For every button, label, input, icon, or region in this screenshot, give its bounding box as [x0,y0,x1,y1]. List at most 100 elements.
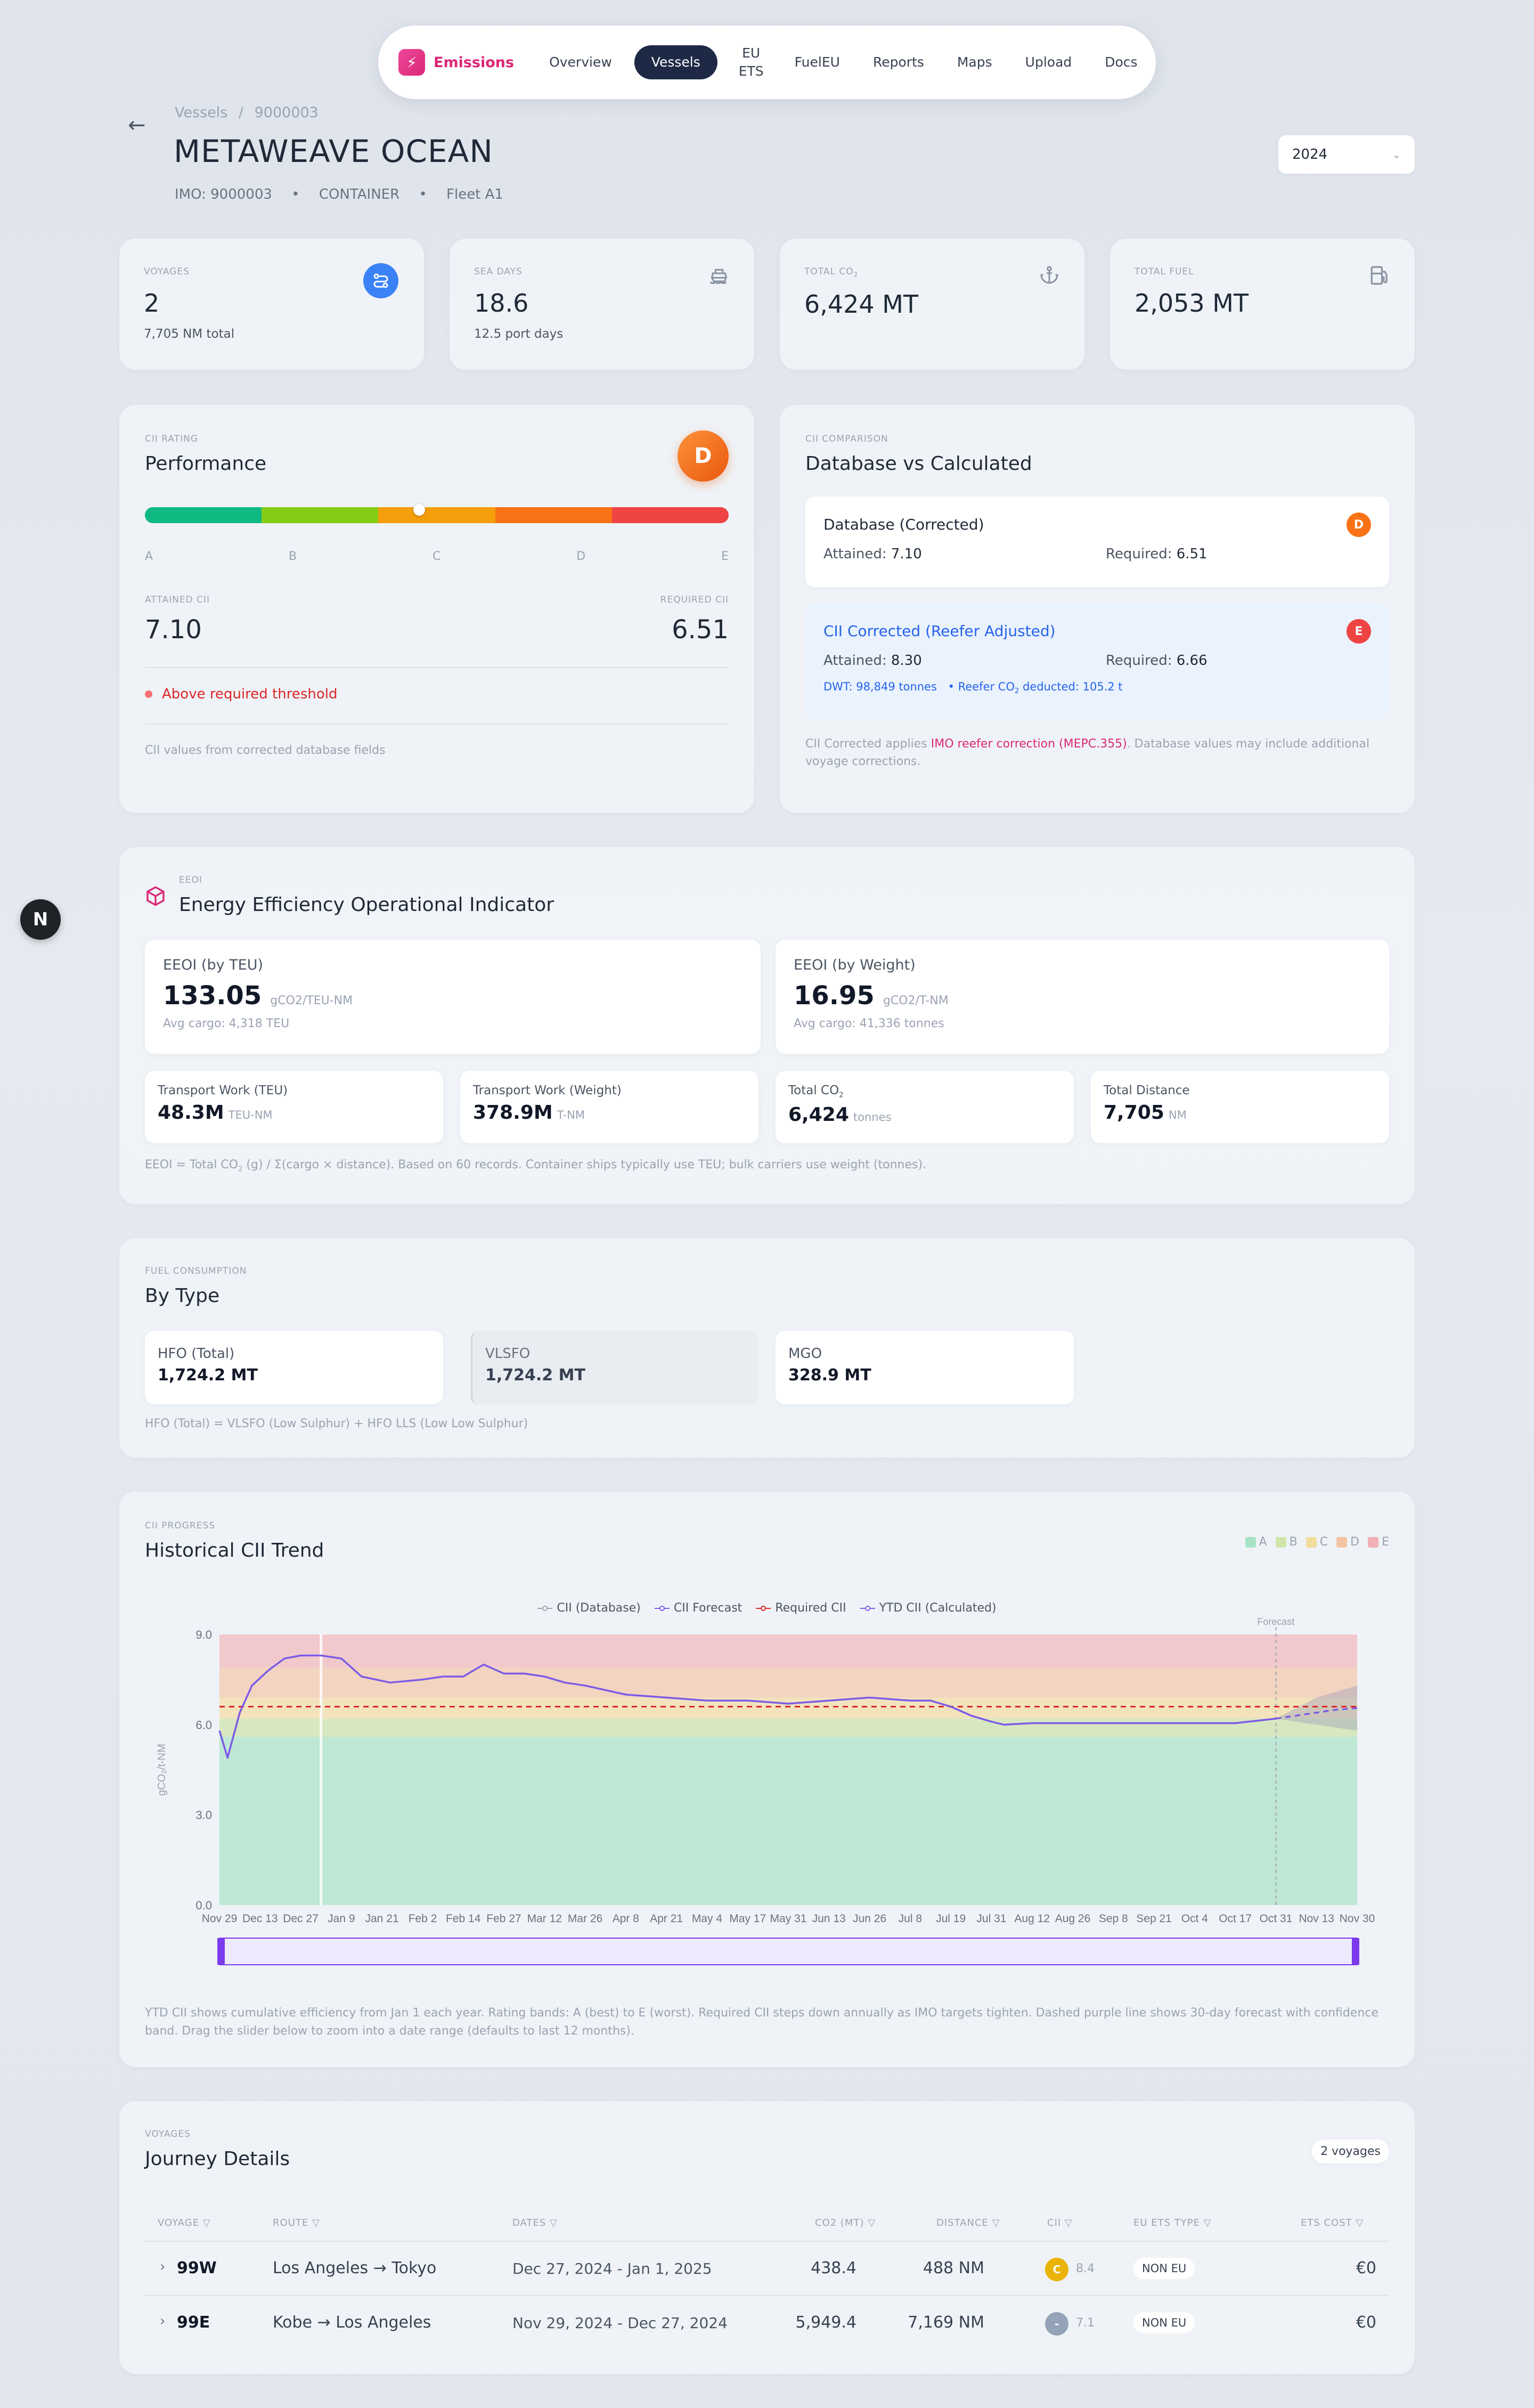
legend-swatch-e [1368,1536,1379,1548]
divider [145,667,729,668]
voyage-count-badge: 2 voyages [1312,2139,1389,2163]
filter-icon[interactable]: ▽ [1356,2217,1364,2228]
legend-cii-forecast[interactable]: CII Forecast [654,1601,742,1615]
stat-label-text: TOTAL CO [804,266,854,277]
top-nav: ⚡ Emissions Overview Vessels EU ETS Fuel… [378,26,1156,99]
col-route[interactable]: ROUTE ▽ [273,2217,320,2228]
filter-icon[interactable]: ▽ [202,2217,211,2228]
voyage-dates: Dec 27, 2024 - Jan 1, 2025 [512,2260,712,2277]
table-row[interactable]: › 99W Los Angeles → Tokyo Dec 27, 2024 -… [145,2241,1389,2295]
x-tick-label: Mar 26 [568,1913,602,1925]
legend-swatch-b [1275,1536,1286,1548]
filter-icon[interactable]: ▽ [550,2217,558,2228]
filter-icon[interactable]: ▽ [992,2217,1000,2228]
nav-reports[interactable]: Reports [872,54,924,70]
tile-value-row: 7,705 NM [1104,1102,1376,1124]
legend-swatch-c [1305,1536,1317,1548]
x-tick-label: Mar 12 [527,1913,562,1925]
filter-icon[interactable]: ▽ [1203,2217,1212,2228]
back-arrow-icon[interactable]: ← [128,113,146,137]
eeoi-teu-unit: gCO2/TEU-NM [270,994,353,1007]
rating-segment-a [145,507,262,523]
x-tick-label: Dec 27 [283,1913,319,1925]
x-tick-label: Jan 9 [328,1913,355,1925]
nav-vessels[interactable]: Vessels [634,45,717,79]
tile-label-text: Total CO [788,1084,839,1097]
rating-band-b [219,1719,1357,1737]
floating-badge[interactable]: N [20,899,61,940]
fuel-title: By Type [145,1285,220,1307]
tile-label: Transport Work (TEU) [158,1084,288,1097]
col-co2[interactable]: CO2 (MT) ▽ [815,2217,876,2228]
x-tick-label: Jul 8 [899,1913,922,1925]
comparison-note: CII Corrected applies IMO reefer correct… [805,735,1389,770]
nav-maps[interactable]: Maps [957,54,992,70]
fuel-tile-vlsfo: VLSFO 1,724.2 MT [471,1331,758,1404]
rating-band-d [219,1667,1357,1698]
brand[interactable]: ⚡ Emissions [398,49,514,76]
tile-value: 378.9M [473,1102,553,1124]
voyages-card: VOYAGES Journey Details 2 voyages VOYAGE… [119,2101,1415,2374]
eeoi-card: EEOI Energy Efficiency Operational Indic… [119,847,1415,1204]
database-cii-values: Attained: 7.10 Required: 6.51 [823,546,1371,562]
legend-required-cii[interactable]: Required CII [756,1601,846,1615]
voyage-co2: 5,949.4 [795,2313,856,2332]
x-tick-label: Jul 19 [936,1913,966,1925]
col-voyage[interactable]: VOYAGE ▽ [158,2217,211,2228]
reefer-text: • Reefer CO [948,680,1015,693]
attained-label: Attained: [823,546,887,562]
fuel-tile-label: VLSFO [485,1346,531,1362]
nav-docs[interactable]: Docs [1105,54,1138,70]
stat-label: SEA DAYS [474,266,523,277]
legend-line-icon [654,1605,670,1611]
transport-work-teu-tile: Transport Work (TEU) 48.3M TEU-NM [145,1071,443,1143]
band-legend-c: C [1305,1535,1328,1549]
column-label: ROUTE [273,2217,309,2228]
filter-icon[interactable]: ▽ [312,2217,320,2228]
col-distance[interactable]: DISTANCE ▽ [936,2217,1000,2228]
zoom-slider-track [219,1938,1358,1965]
breadcrumb-vessels[interactable]: Vessels [175,104,228,121]
database-cii-box: Database (Corrected) D Attained: 7.10 Re… [805,497,1389,587]
eeoi-teu-label: EEOI (by TEU) [163,957,263,973]
tile-unit: TEU-NM [228,1109,273,1121]
col-dates[interactable]: DATES ▽ [512,2217,558,2228]
total-co2-tile: Total CO2 6,424 tonnes [776,1071,1074,1143]
forecast-label: Forecast [1257,1616,1294,1627]
chevron-down-icon: ⌄ [1392,148,1401,161]
rating-segment-e [611,507,729,523]
divider [145,723,729,725]
legend-label: CII Forecast [673,1601,742,1615]
attained-value: 7.10 [891,546,922,562]
band-legend-d: D [1336,1535,1359,1549]
eeoi-note: EEOI = Total CO2 (g) / Σ(cargo × distanc… [145,1158,926,1173]
col-eu-ets-type[interactable]: EU ETS TYPE ▽ [1133,2217,1212,2228]
x-tick-label: Jun 26 [853,1913,886,1925]
nav-eu-ets[interactable]: EU ETS [738,45,764,79]
band-legend-a: A [1245,1535,1267,1549]
calculated-attained: Attained: 8.30 [823,653,1106,669]
filter-icon[interactable]: ▽ [868,2217,876,2228]
legend-cii-database[interactable]: CII (Database) [537,1601,641,1615]
zoom-slider-handle-left[interactable] [217,1938,225,1965]
voyage-cii-grade: C [1045,2258,1068,2281]
year-select[interactable]: 2024 ⌄ [1278,135,1415,174]
nav-fueleu[interactable]: FuelEU [794,54,840,70]
database-attained: Attained: 7.10 [823,546,1106,562]
nav-upload[interactable]: Upload [1025,54,1072,70]
expand-chevron-icon[interactable]: › [160,2313,166,2329]
filter-icon[interactable]: ▽ [1064,2217,1073,2228]
table-row[interactable]: › 99E Kobe → Los Angeles Nov 29, 2024 - … [145,2295,1389,2349]
legend-swatch-d [1336,1536,1348,1548]
threshold-status: Above required threshold [145,686,338,702]
tile-value-row: 48.3M TEU-NM [158,1102,430,1124]
expand-chevron-icon[interactable]: › [160,2259,166,2275]
attained-cii-label: ATTAINED CII [145,595,210,605]
zoom-slider-handle-right[interactable] [1352,1938,1359,1965]
rating-segment-c [378,507,495,523]
imo-reefer-link[interactable]: IMO reefer correction (MEPC.355) [931,737,1127,751]
col-ets-cost[interactable]: ETS COST ▽ [1301,2217,1364,2228]
col-cii[interactable]: CII ▽ [1047,2217,1073,2228]
nav-overview[interactable]: Overview [549,54,612,70]
legend-ytd-cii[interactable]: YTD CII (Calculated) [860,1601,997,1615]
